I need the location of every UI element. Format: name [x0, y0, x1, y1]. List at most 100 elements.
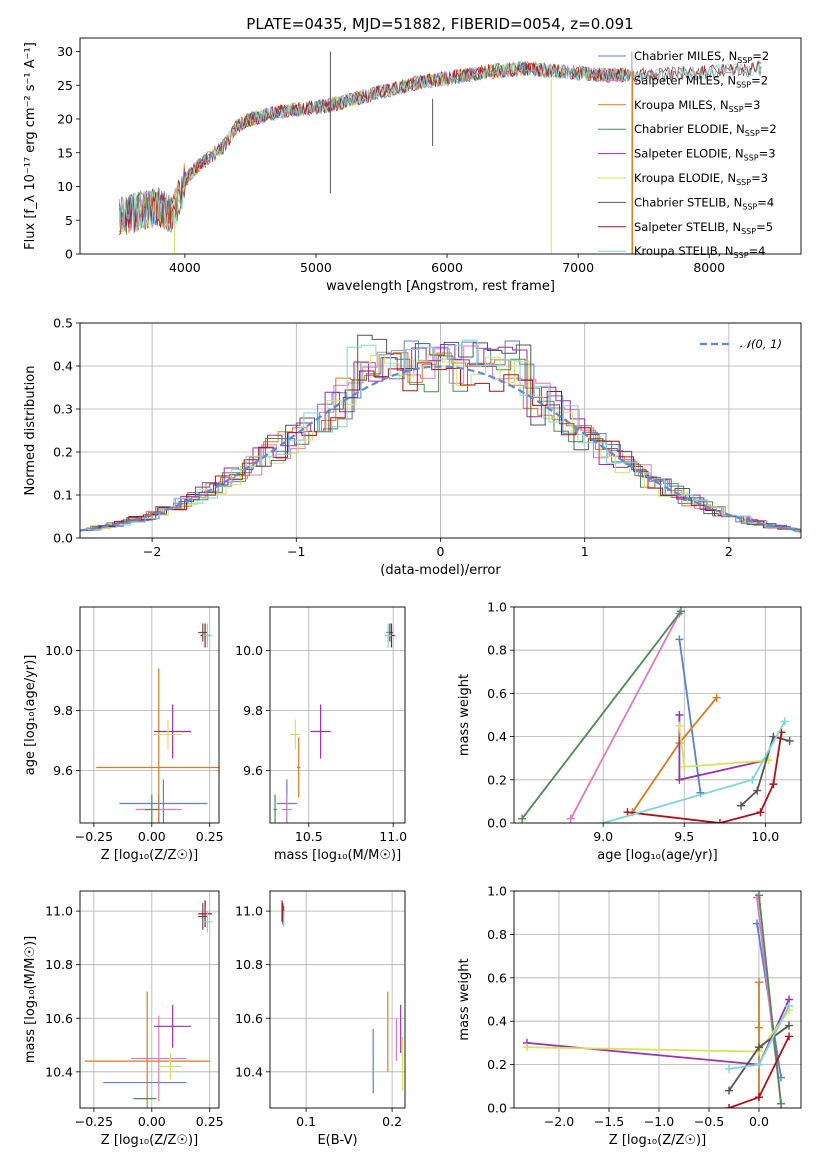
spectrum-line-chabrier_stelib [118, 60, 762, 233]
y-tick-label: 10.6 [235, 1011, 263, 1026]
x-tick-label: 11.0 [379, 829, 407, 844]
legend-text: Kroupa STELIB, N [634, 244, 734, 258]
y-tick-label: 10.0 [45, 643, 73, 658]
legend-subscript: SSP [736, 178, 751, 187]
points-mass_vs_ebv [281, 900, 404, 1094]
legend-subscript: SSP [744, 154, 759, 163]
y-tick-label: 10.8 [235, 957, 263, 972]
x-tick-label: 4000 [169, 260, 201, 275]
x-tick-label: −2.0 [544, 1114, 574, 1129]
y-tick-label: 0.0 [487, 816, 507, 831]
marker-chabrier_stelib [785, 736, 794, 745]
x-tick-label: 9.0 [593, 829, 613, 844]
x-tick-label: 5000 [300, 260, 332, 275]
legend-text: Chabrier MILES, N [634, 49, 737, 63]
legend-entry: Kroupa MILES, NSSP=3 [634, 98, 760, 114]
histogram-kroupa_stelib [87, 339, 801, 531]
frame-weight_vs_Z [513, 890, 802, 1109]
line-chabrier_elodie [521, 610, 682, 820]
x-tick-label: 10.5 [295, 829, 323, 844]
y-axis-label: Normed distribution [23, 366, 38, 496]
y-tick-label: 0.4 [53, 359, 73, 374]
frame-weight_vs_age [513, 606, 802, 824]
legend-suffix: =3 [751, 171, 768, 185]
y-tick-label: 0.6 [487, 686, 507, 701]
legend-suffix: =3 [759, 147, 776, 161]
y-tick-label: 10.8 [45, 957, 73, 972]
lines-weight_vs_age [518, 607, 794, 823]
line-kroupa_miles [631, 697, 718, 813]
legend-entry: Salpeter STELIB, NSSP=5 [634, 220, 773, 236]
x-tick-label: 8000 [693, 260, 725, 275]
frame-mass_vs_Z [79, 890, 220, 1109]
histogram-salpeter_elodie [80, 344, 801, 531]
legend-text-gauss: 𝒩(0, 1) [740, 337, 782, 351]
axes-age_vs_Z: −0.25 0.00 0.25 9.6 9.8 10.0 Z [log₁₀(Z/Z☉)] ag… [23, 607, 224, 863]
y-tick-label: 0.6 [487, 970, 507, 985]
y-tick-label: 0.2 [487, 772, 507, 787]
x-tick-label: 0.25 [196, 829, 224, 844]
x-tick-label: 9.5 [674, 829, 694, 844]
legend-entry: Chabrier STELIB, NSSP=4 [634, 195, 774, 211]
legend-text: Kroupa ELODIE, N [634, 171, 736, 185]
line-kroupa_elodie [526, 1009, 790, 1053]
marker-salpeter_stelib [756, 808, 765, 817]
legend-text: Salpeter STELIB, N [634, 220, 741, 234]
legend-entry: Salpeter MILES, NSSP=2 [634, 73, 768, 89]
legend-entry: Kroupa ELODIE, NSSP=3 [634, 171, 768, 187]
legend-subscript: SSP [736, 80, 751, 89]
y-tick-label: 0.0 [53, 531, 73, 546]
x-tick-label: −2 [143, 544, 161, 559]
line-salpeter_elodie [526, 999, 790, 1066]
x-axis-label: age [log₁₀(age/yr)] [597, 848, 718, 863]
legend-subscript: SSP [734, 251, 749, 260]
spectra [118, 51, 762, 254]
marker-kroupa_elodie [680, 762, 689, 771]
y-axis-label: age [log₁₀(age/yr)] [23, 655, 38, 776]
x-tick-label: 2 [725, 544, 733, 559]
marker-chabrier_stelib [785, 1021, 793, 1030]
marker-chabrier_elodie [518, 814, 527, 823]
x-tick-label: 0.0 [749, 1114, 769, 1129]
legend-suffix: =2 [760, 122, 777, 136]
legend-text: Salpeter ELODIE, N [634, 147, 744, 161]
x-tick-label: 6000 [431, 260, 463, 275]
y-tick-label: 0 [65, 247, 73, 262]
points-age_vs_mass [273, 623, 395, 823]
legend-suffix: =5 [756, 220, 773, 234]
y-tick-label: 30 [57, 44, 73, 59]
points-mass_vs_Z [84, 900, 213, 1108]
line-salpeter_miles [570, 613, 681, 820]
x-tick-label: −0.5 [694, 1114, 724, 1129]
legend-entry: Salpeter ELODIE, NSSP=3 [634, 147, 776, 163]
marker-chabrier_elodie [677, 607, 686, 616]
axes-spectrum: 4000 5000 6000 7000 8000 0 5 10 15 20 25 30 waveleng… [23, 42, 725, 294]
legend-suffix: =2 [751, 73, 768, 87]
spectrum-line-salpeter_miles [118, 60, 633, 235]
y-tick-label: 25 [57, 78, 73, 93]
y-axis-label: mass [log₁₀(M/M☉)] [23, 936, 38, 1063]
y-tick-label: 0.2 [53, 445, 73, 460]
y-tick-label: 9.8 [53, 703, 73, 718]
legend-suffix: =3 [744, 98, 761, 112]
marker-salpeter_stelib [725, 1104, 733, 1108]
y-tick-label: 10.4 [235, 1064, 263, 1079]
marker-salpeter_stelib [715, 819, 724, 823]
frame-mass_vs_ebv [269, 890, 406, 1109]
y-axis-label: mass weight [457, 958, 472, 1040]
x-axis-label: (data-model)/error [380, 563, 501, 578]
marker-kroupa_stelib [748, 775, 757, 784]
y-tick-label: 11.0 [235, 904, 263, 919]
line-chabrier_miles [678, 639, 702, 793]
line-chabrier_elodie [758, 895, 782, 1104]
marker-salpeter_miles [566, 814, 575, 823]
y-tick-label: 0.2 [487, 1057, 507, 1072]
x-tick-label: 0.00 [138, 1114, 166, 1129]
x-tick-label: 0.25 [196, 1114, 224, 1129]
marker-kroupa_miles [755, 1023, 763, 1032]
x-axis-label: Z [log₁₀(Z/Z☉)] [101, 848, 198, 863]
axes-weight_vs_Z: −2.0 −1.5 −1.0 −0.5 0.0 0.0 0.2 0.4 0.6 0.8 1.0 Z [… [457, 884, 801, 1148]
marker-salpeter_stelib [785, 1032, 793, 1041]
y-tick-label: 15 [57, 145, 73, 160]
